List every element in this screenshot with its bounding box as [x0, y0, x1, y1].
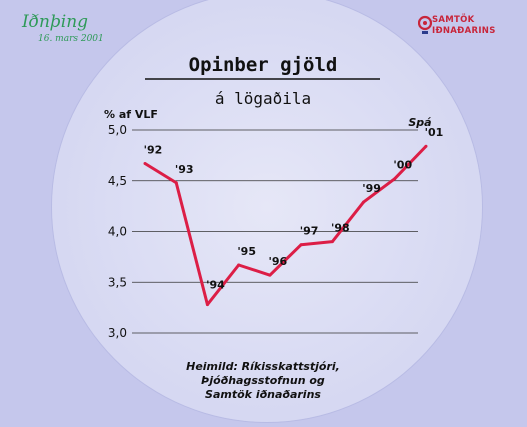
- y-axis-label: % af VLF: [104, 108, 158, 121]
- data-point: [299, 243, 303, 247]
- category-label: '95: [237, 245, 256, 258]
- chart-subtitle: á lögaðila: [215, 89, 311, 108]
- y-tick-label: 5,0: [108, 123, 127, 137]
- idnthing-logo-text: Iðnþing: [22, 12, 89, 32]
- si-logo-line1: SAMTÖK: [432, 15, 475, 25]
- data-point: [424, 144, 428, 148]
- grid: [132, 129, 418, 334]
- data-point: [205, 303, 209, 307]
- background-circle: [52, 0, 482, 422]
- y-tick-label: 3,5: [108, 275, 127, 289]
- category-label: '01: [425, 126, 444, 139]
- category-label: '94: [206, 279, 225, 292]
- data-point: [330, 240, 334, 244]
- forecast-annotation: Spá: [408, 116, 431, 129]
- category-label: '00: [393, 159, 412, 172]
- source-line-2: Þjóðhagsstofnun og: [201, 374, 325, 387]
- data-point: [237, 263, 241, 267]
- category-label: '97: [300, 225, 319, 238]
- si-logo: SAMTÖK IÐNAÐARINS: [418, 13, 523, 43]
- chart-title: Opinber gjöld: [189, 54, 338, 76]
- category-labels: '92 '93 '94 '95 '96 '97 '98 '99 '00 '01: [144, 126, 444, 291]
- source-line-3: Samtök iðnaðarins: [205, 388, 321, 401]
- si-logo-icon: [418, 15, 432, 34]
- y-tick-label: 3,0: [108, 326, 127, 340]
- idnthing-logo-date: 16. mars 2001: [38, 34, 104, 44]
- category-label: '93: [175, 163, 194, 176]
- category-label: '98: [331, 222, 350, 235]
- series: [143, 144, 428, 307]
- data-point: [143, 161, 147, 165]
- source-line-1: Heimild: Ríkisskattstjóri,: [186, 360, 340, 373]
- idnthing-logo: Iðnþing 16. mars 2001: [18, 10, 108, 50]
- category-label: '92: [144, 143, 163, 156]
- series-line: [144, 145, 428, 307]
- si-logo-line2: IÐNAÐARINS: [432, 26, 496, 36]
- category-label: '96: [269, 255, 288, 268]
- data-point: [362, 200, 366, 204]
- y-tick-label: 4,5: [108, 174, 127, 188]
- y-axis-ticks: 3,0 3,5 4,0 4,5 5,0: [108, 123, 127, 340]
- data-point: [174, 181, 178, 185]
- y-tick-label: 4,0: [108, 225, 127, 239]
- data-point: [268, 273, 272, 277]
- category-label: '99: [362, 182, 381, 195]
- data-point: [393, 177, 397, 181]
